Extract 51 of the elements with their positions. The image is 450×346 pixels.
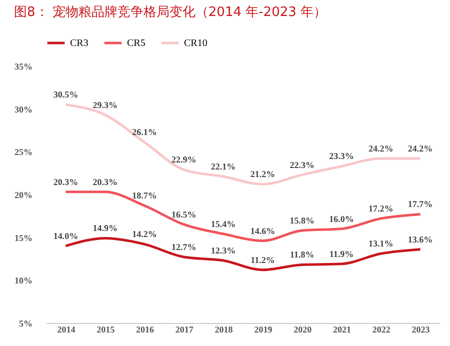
y-tick-label: 30% <box>14 104 32 114</box>
data-label: 12.3% <box>210 245 236 256</box>
data-label: 17.2% <box>368 203 394 214</box>
data-label: 30.5% <box>53 90 78 100</box>
y-tick-label: 15% <box>14 232 32 243</box>
y-tick-label: 5% <box>19 318 32 328</box>
data-label: 20.3% <box>53 176 78 187</box>
data-label: 22.9% <box>172 154 196 165</box>
data-label: 22.3% <box>290 160 314 170</box>
legend-label: CR10 <box>184 38 208 49</box>
data-label: 16.5% <box>172 209 196 220</box>
data-label: 16.0% <box>329 214 354 224</box>
data-label: 21.2% <box>250 169 276 180</box>
data-label: 24.2% <box>408 144 433 154</box>
y-tick-label: 10% <box>14 276 32 286</box>
x-tick-label: 2020 <box>294 324 312 334</box>
data-label: 12.7% <box>172 242 196 252</box>
data-label: 24.2% <box>368 144 394 154</box>
data-label: 29.3% <box>92 100 118 110</box>
chart-title: 图8： 宠物粮品牌竞争格局变化（2014 年-2023 年） <box>14 5 327 20</box>
x-tick-label: 2022 <box>372 324 391 334</box>
data-label: 13.1% <box>368 238 394 249</box>
x-tick-label: 2015 <box>96 324 116 334</box>
data-label: 15.8% <box>290 215 314 226</box>
x-tick-label: 2016 <box>136 324 154 334</box>
data-label: 11.8% <box>290 250 314 260</box>
y-tick-label: 35% <box>14 62 32 72</box>
data-label: 15.4% <box>210 218 236 229</box>
data-label: 14.0% <box>53 230 78 241</box>
data-label: 13.6% <box>408 234 433 244</box>
data-label: 14.6% <box>250 226 276 236</box>
data-label: 17.7% <box>408 199 433 210</box>
x-tick-label: 2021 <box>333 324 352 334</box>
data-label: 14.9% <box>92 223 118 234</box>
data-label: 11.9% <box>329 248 354 259</box>
y-tick-label: 25% <box>14 147 32 158</box>
legend-label: CR5 <box>127 38 146 49</box>
data-label: 26.1% <box>132 127 157 138</box>
data-label: 14.2% <box>132 229 157 240</box>
data-label: 11.2% <box>250 254 275 265</box>
data-label: 22.1% <box>210 162 236 172</box>
data-label: 23.3% <box>329 151 354 162</box>
y-tick-label: 20% <box>14 190 32 200</box>
legend-label: CR3 <box>70 38 88 49</box>
x-tick-label: 2018 <box>214 324 234 334</box>
x-tick-label: 2017 <box>175 324 194 334</box>
x-tick-label: 2019 <box>254 324 273 334</box>
data-label: 20.3% <box>92 176 118 187</box>
x-tick-label: 2023 <box>412 324 430 334</box>
x-tick-label: 2014 <box>57 324 76 334</box>
data-label: 18.7% <box>132 190 157 201</box>
